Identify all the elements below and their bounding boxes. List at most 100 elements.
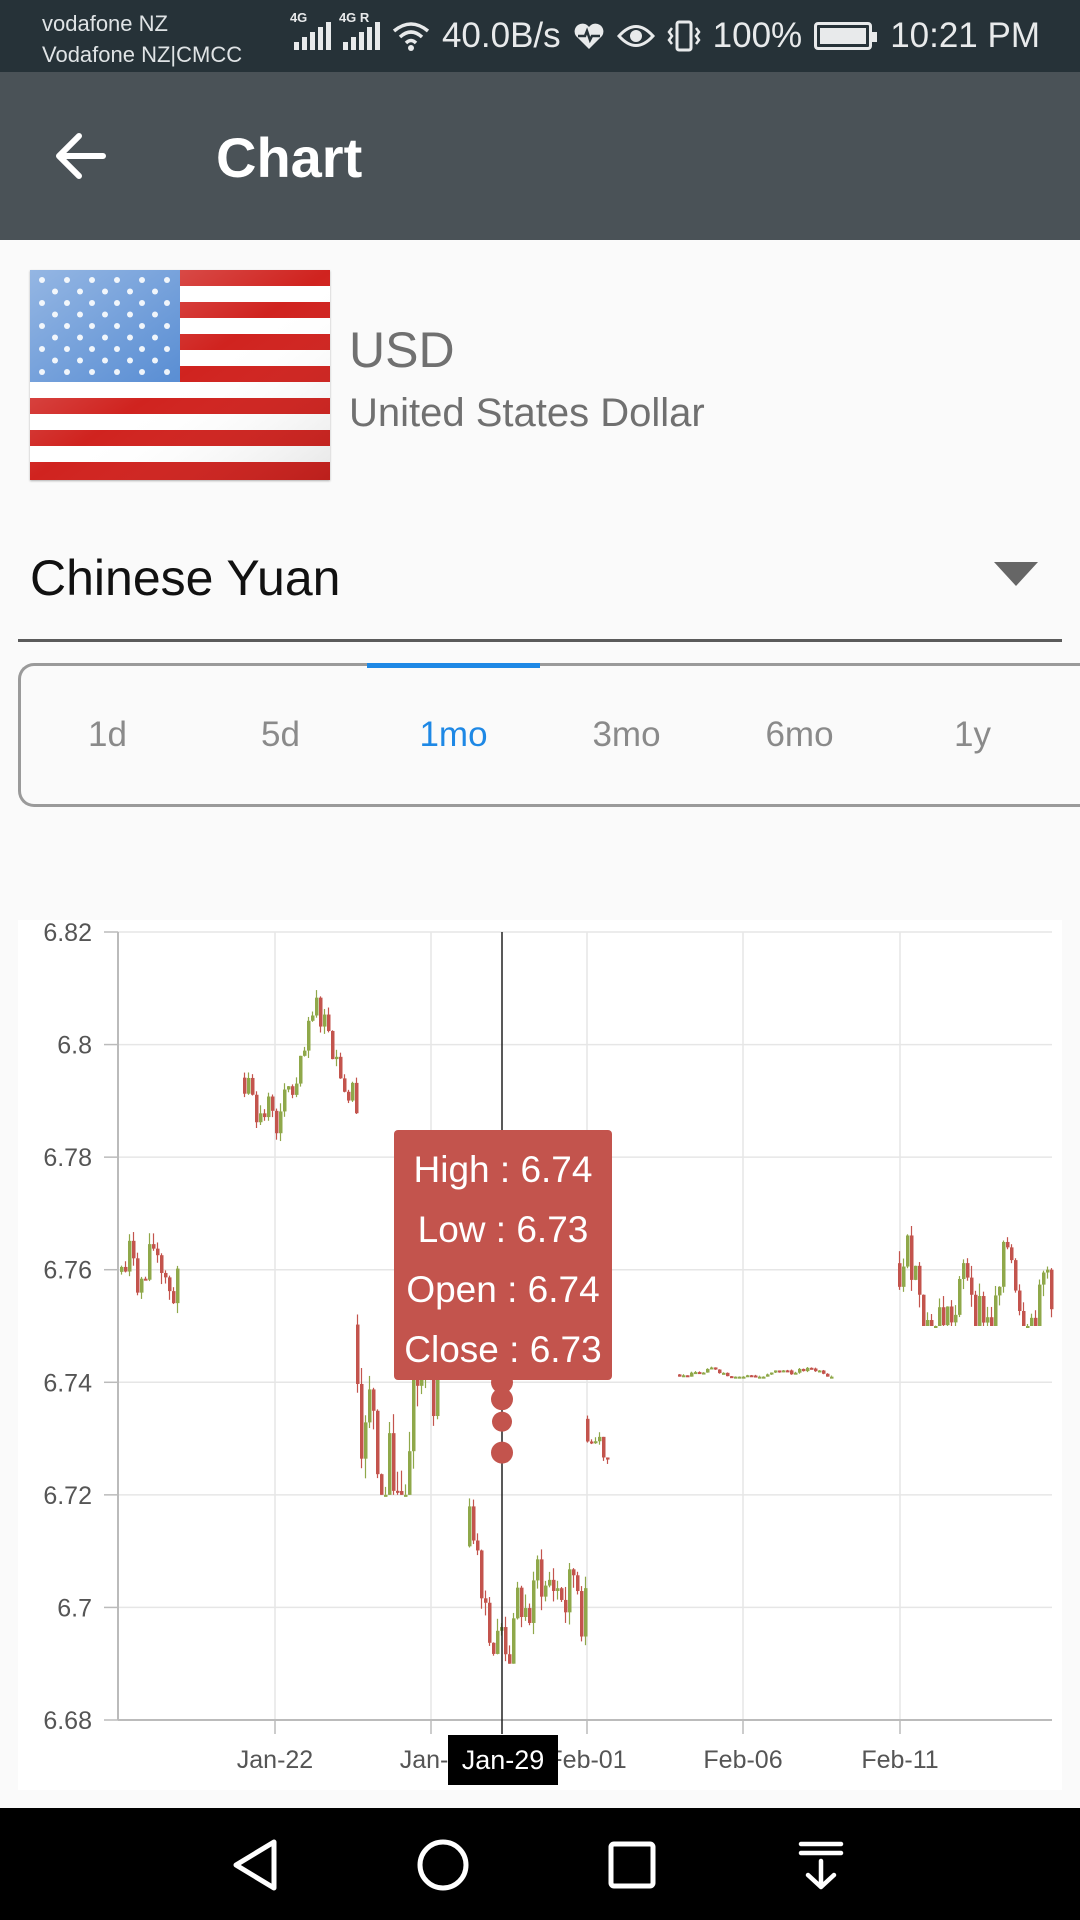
tooltip-open: Open : 6.74	[406, 1269, 600, 1310]
y-tick-label: 6.68	[43, 1707, 92, 1735]
nav-back-button[interactable]	[220, 1830, 290, 1900]
candle-body	[1034, 1317, 1038, 1326]
candle-body	[922, 1294, 926, 1326]
tab-1y[interactable]: 1y	[954, 715, 991, 754]
candle-body	[1042, 1272, 1046, 1285]
candle-body	[408, 1451, 412, 1495]
candle-body	[738, 1376, 742, 1379]
candle-body	[339, 1056, 343, 1079]
y-tick-label: 6.74	[43, 1369, 92, 1397]
candle-body	[335, 1056, 339, 1060]
tab-1mo[interactable]: 1mo	[367, 663, 540, 804]
candle-body	[710, 1367, 714, 1370]
candle-body	[416, 1376, 420, 1386]
candle-body	[251, 1077, 255, 1095]
nav-home-button[interactable]	[408, 1830, 478, 1900]
target-currency-dropdown[interactable]: Chinese Yuan	[18, 530, 1062, 642]
carrier-info: vodafone NZ Vodafone NZ|CMCC	[42, 8, 242, 70]
y-tick-label: 6.82	[43, 920, 92, 947]
candle-body	[568, 1569, 572, 1613]
candle-body	[994, 1295, 998, 1326]
net-type-2: 4G R	[338, 10, 370, 25]
candle-body	[124, 1266, 128, 1272]
candle-body	[243, 1077, 247, 1094]
candle-body	[512, 1618, 516, 1664]
tooltip-close: Close : 6.73	[404, 1329, 602, 1370]
candle-body	[602, 1436, 606, 1458]
candle-body	[1006, 1241, 1010, 1248]
candle-body	[376, 1410, 380, 1475]
system-nav-bar	[0, 1808, 1080, 1920]
candle-body	[758, 1376, 762, 1379]
highlight-point	[491, 1388, 513, 1411]
tab-3mo[interactable]: 3mo	[592, 715, 661, 754]
candle-body	[1022, 1310, 1026, 1326]
candle-body	[974, 1294, 978, 1326]
candle-body	[355, 1082, 359, 1114]
candle-body	[722, 1372, 726, 1375]
candle-body	[742, 1376, 746, 1379]
candle-body	[372, 1389, 376, 1411]
candle-body	[1046, 1269, 1050, 1273]
net-speed: 40.0B/s	[441, 16, 561, 55]
candle-body	[1038, 1284, 1042, 1326]
candle-body	[910, 1235, 914, 1280]
tab-5d[interactable]: 5d	[261, 715, 300, 754]
candle-body	[762, 1376, 766, 1379]
tab-1d[interactable]: 1d	[88, 715, 127, 754]
candle-body	[283, 1089, 287, 1112]
candle-body	[315, 997, 319, 1016]
candle-body	[698, 1372, 702, 1375]
candle-body	[822, 1370, 826, 1374]
y-tick-label: 6.8	[57, 1032, 92, 1060]
candle-body	[678, 1374, 682, 1377]
candle-body	[990, 1317, 994, 1326]
us-flag-icon	[30, 270, 330, 480]
y-tick-label: 6.78	[43, 1144, 92, 1172]
candle-body	[934, 1326, 938, 1328]
signal-2-icon: 4G R	[339, 10, 380, 50]
nav-recents-button[interactable]	[597, 1830, 667, 1900]
candle-body	[782, 1370, 786, 1373]
candle-body	[327, 1014, 331, 1031]
candle-body	[544, 1585, 548, 1597]
candle-body	[1026, 1326, 1030, 1328]
candle-body	[1018, 1290, 1022, 1311]
candle-body	[279, 1111, 283, 1134]
vibrate-icon	[667, 19, 701, 53]
candle-body	[714, 1367, 718, 1370]
candle-body	[778, 1370, 782, 1373]
back-button[interactable]	[48, 124, 112, 188]
eye-icon	[616, 23, 655, 49]
candle-body	[368, 1389, 372, 1423]
candlestick-chart[interactable]: 6.82 6.8 6.78 6.76 6.74 6.72 6.7 6.68 Jan-22 Jan-…	[18, 920, 1062, 1790]
candle-body	[311, 1015, 315, 1021]
candle-body	[686, 1375, 690, 1378]
candle-body	[726, 1372, 730, 1377]
tab-6mo[interactable]: 6mo	[765, 715, 834, 754]
candle-body	[176, 1268, 180, 1304]
clock: 10:21 PM	[890, 16, 1040, 55]
candle-body	[136, 1258, 140, 1293]
nav-notification-button[interactable]	[786, 1830, 856, 1900]
target-currency-value: Chinese Yuan	[30, 550, 341, 606]
rate-chart[interactable]: 6.82 6.8 6.78 6.76 6.74 6.72 6.7 6.68 Jan-22 Jan-…	[18, 920, 1062, 1790]
candle-body	[970, 1277, 974, 1295]
x-highlight-label: Jan-29	[448, 1735, 558, 1785]
candle-body	[564, 1599, 568, 1613]
candle-body	[978, 1296, 982, 1326]
candle-body	[966, 1263, 970, 1278]
candle-body	[682, 1375, 686, 1378]
candle-body	[528, 1608, 532, 1623]
candle-body	[930, 1320, 934, 1326]
candle-body	[690, 1372, 694, 1377]
candle-body	[954, 1314, 958, 1323]
candle-body	[140, 1278, 144, 1293]
candle-body	[404, 1494, 408, 1497]
x-tick-label: Jan-22	[237, 1746, 313, 1774]
candle-body	[584, 1588, 588, 1637]
candle-body	[343, 1078, 347, 1092]
candle-body	[356, 1324, 360, 1384]
tooltip-high: High : 6.74	[413, 1149, 593, 1190]
candle-body	[299, 1055, 303, 1084]
